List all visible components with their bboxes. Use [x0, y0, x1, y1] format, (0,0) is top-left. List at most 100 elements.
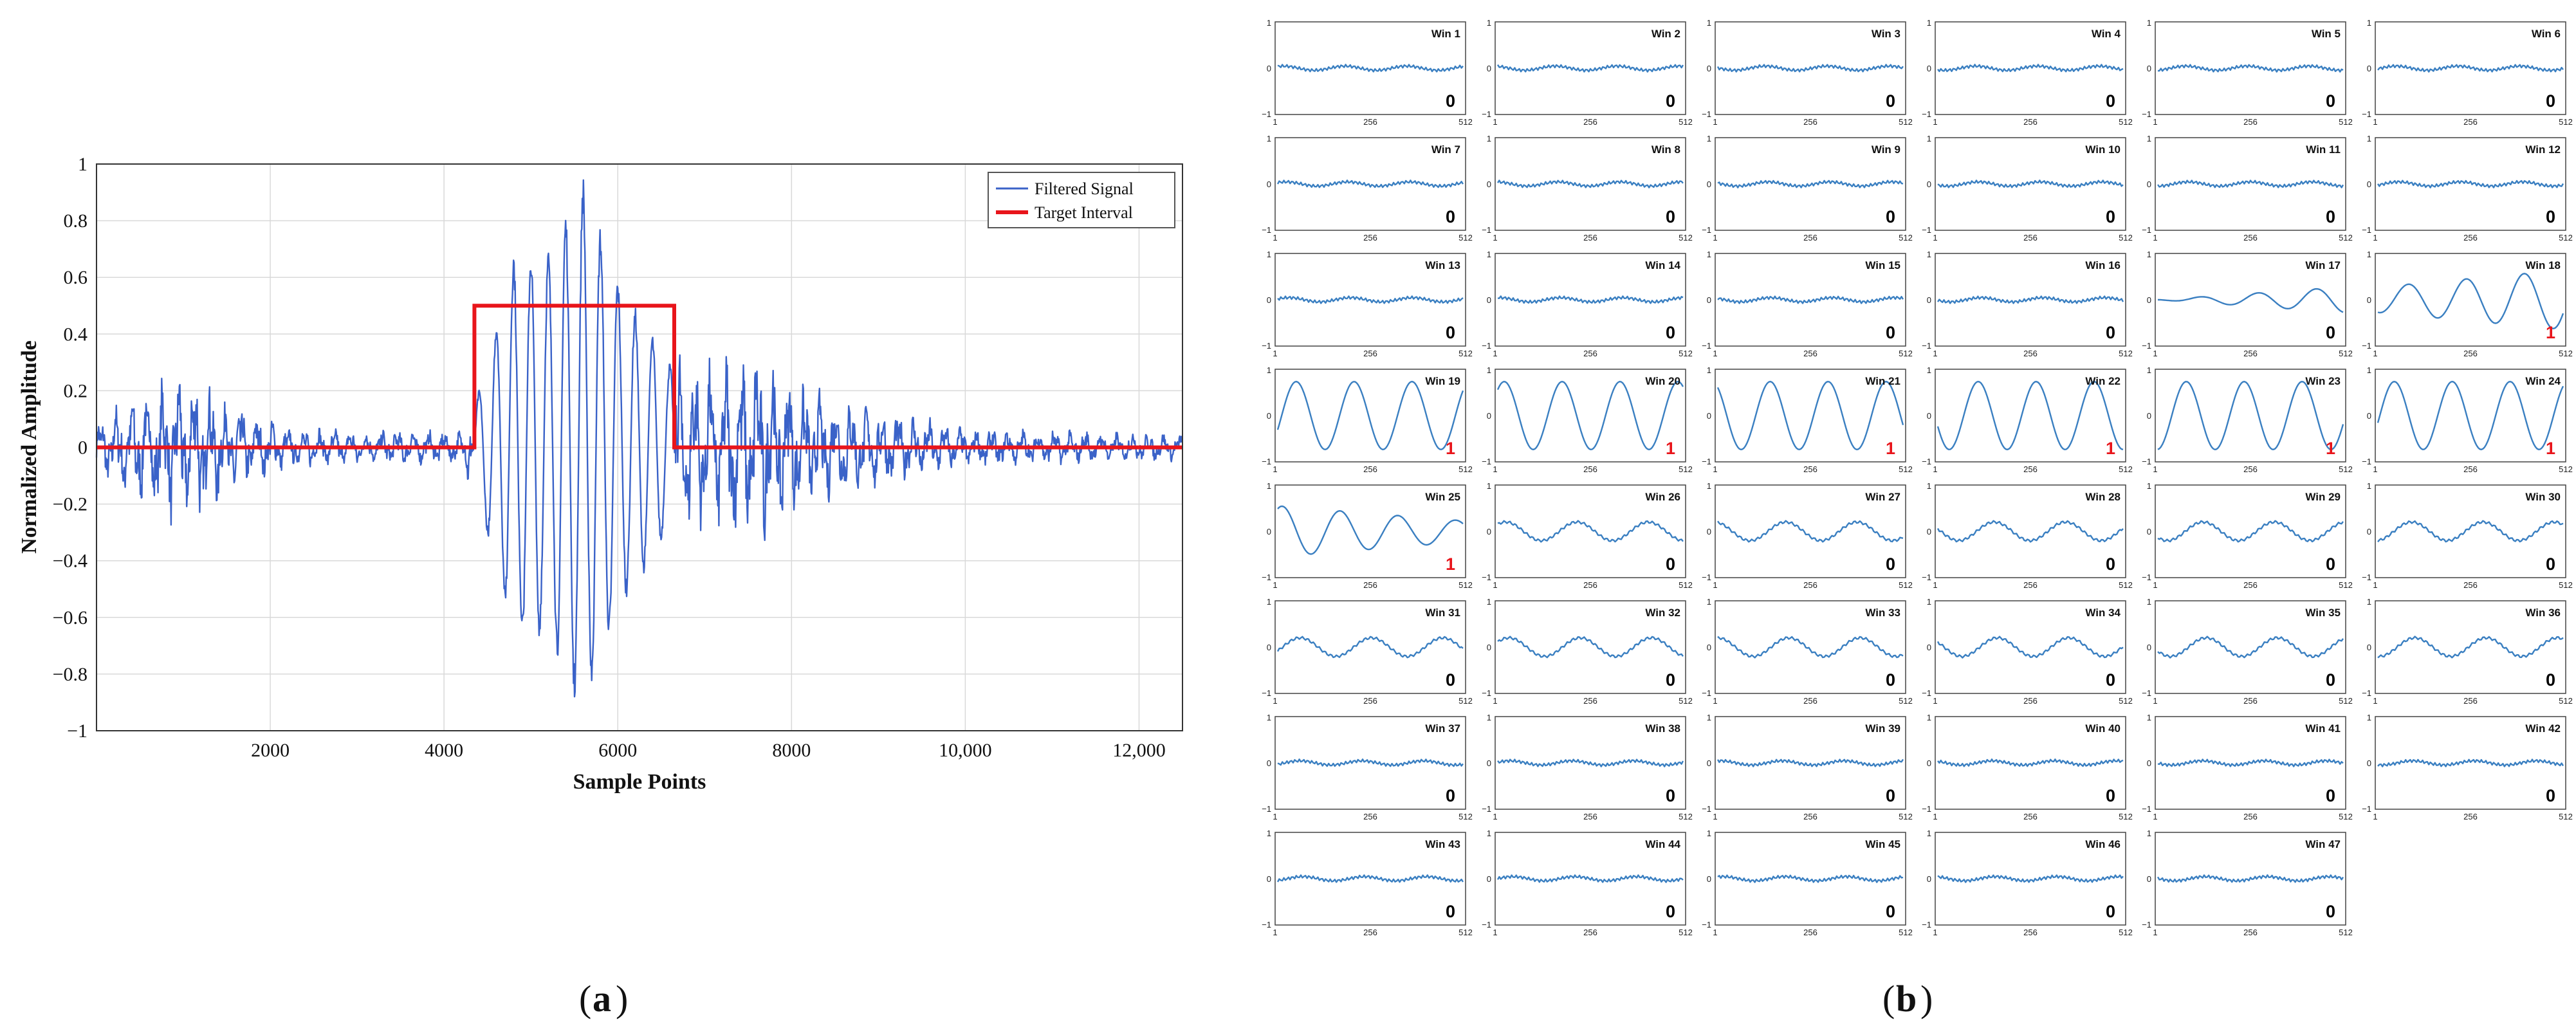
window-signal-line [1496, 179, 1684, 188]
window-x-tick-label: 1 [2373, 696, 2377, 706]
window-x-tick-label: 512 [1458, 117, 1473, 127]
window-y-tick-label: −1 [1262, 225, 1271, 235]
window-y-tick-label: −1 [1262, 457, 1271, 466]
window-x-tick-label: 512 [2119, 580, 2133, 590]
window-x-tick-label: 512 [1679, 464, 1693, 474]
window-title: Win 40 [2085, 722, 2121, 735]
window-class-label: 1 [2326, 439, 2335, 458]
window-y-tick-label: 1 [1707, 597, 1711, 607]
window-frame [1274, 137, 1466, 231]
window-y-tick-label: 0 [1487, 411, 1491, 421]
window-x-tick-label: 1 [1493, 580, 1497, 590]
window-class-label: 1 [1446, 439, 1455, 458]
y-tick-label: −1 [67, 720, 87, 742]
window-x-tick-label: 512 [2559, 349, 2573, 358]
window-y-tick-label: 0 [2147, 411, 2151, 421]
window-y-tick-label: 0 [1487, 295, 1491, 305]
window-y-tick-label: 1 [1267, 18, 1271, 28]
window-title: Win 45 [1865, 838, 1900, 850]
window-y-tick-label: 1 [1707, 829, 1711, 838]
window-signal-line [2377, 636, 2564, 659]
window-class-label: 0 [2106, 670, 2115, 690]
x-tick-label: 8000 [772, 740, 811, 761]
window-class-label: 0 [1446, 207, 1455, 226]
window-class-label: 0 [1446, 91, 1455, 111]
window-y-tick-label: −1 [1262, 920, 1271, 930]
window-y-tick-label: −1 [2142, 457, 2151, 466]
y-tick-label: 0.2 [64, 380, 88, 401]
window-signal-line [2377, 64, 2564, 73]
window-signal-line [1276, 381, 1464, 450]
window-y-tick-label: 1 [1487, 18, 1491, 28]
window-y-tick-label: −1 [1922, 804, 1931, 814]
window-x-tick-label: 512 [1899, 117, 1913, 127]
window-x-tick-label: 1 [2153, 580, 2157, 590]
x-tick-label: 10,000 [939, 740, 992, 761]
window-y-tick-label: 0 [1707, 64, 1711, 73]
window-x-tick-label: 256 [2243, 233, 2258, 243]
window-title: Win 19 [1425, 375, 1460, 387]
window-y-tick-label: 0 [1707, 179, 1711, 189]
window-y-tick-label: −1 [2362, 341, 2371, 351]
window-signal-line [2377, 179, 2564, 188]
window-class-label: 0 [2326, 554, 2335, 574]
window-y-tick-label: −1 [1702, 804, 1711, 814]
window-y-tick-label: 0 [2147, 643, 2151, 652]
window-x-tick-label: 512 [1899, 696, 1913, 706]
window-title: Win 8 [1651, 143, 1680, 156]
window-signal-line [1496, 874, 1684, 883]
y-tick-label: −0.8 [53, 664, 87, 685]
window-x-tick-label: 256 [2243, 464, 2258, 474]
window-class-label: 0 [2546, 91, 2555, 111]
window-x-tick-label: 1 [1273, 464, 1277, 474]
window-signal-line [1277, 505, 1464, 555]
window-y-tick-label: 0 [1487, 758, 1491, 768]
window-y-tick-label: −1 [1922, 341, 1931, 351]
legend: Filtered Signal Target Interval [988, 172, 1175, 228]
window-y-tick-label: −1 [1482, 341, 1491, 351]
window-title: Win 5 [2312, 28, 2341, 40]
window-x-tick-label: 512 [2339, 349, 2353, 358]
window-y-tick-label: 1 [1707, 134, 1711, 143]
window-x-tick-label: 256 [1363, 928, 1377, 937]
window-x-tick-label: 512 [2339, 928, 2353, 937]
window-x-tick-label: 256 [2243, 117, 2258, 127]
window-x-tick-label: 1 [1713, 117, 1717, 127]
window-y-tick-label: 1 [1267, 250, 1271, 259]
window-class-label: 0 [1666, 902, 1675, 921]
panel-a-x-tick-labels: 2000 4000 6000 8000 10,000 12,000 [251, 740, 1166, 761]
window-title: Win 38 [1645, 722, 1680, 735]
window-signal-line [1497, 295, 1684, 304]
window-frame [1495, 369, 1686, 463]
window-title: Win 6 [2532, 28, 2561, 40]
window-y-tick-label: 0 [1927, 179, 1931, 189]
window-y-tick-label: −1 [1482, 804, 1491, 814]
window-x-tick-label: 1 [2373, 812, 2377, 821]
window-title: Win 33 [1865, 607, 1900, 619]
window-x-tick-label: 256 [2023, 464, 2038, 474]
window-y-tick-label: 1 [1487, 713, 1491, 722]
window-frame [1935, 369, 2126, 463]
window-frame [2155, 600, 2346, 694]
window-class-label: 0 [1666, 207, 1675, 226]
window-class-label: 0 [1446, 902, 1455, 921]
window-class-label: 0 [1446, 670, 1455, 690]
window-y-tick-label: 0 [1487, 643, 1491, 652]
window-x-tick-label: 1 [1713, 928, 1717, 937]
window-class-label: 0 [2106, 91, 2115, 111]
window-title: Win 17 [2305, 259, 2341, 271]
window-title: Win 4 [2092, 28, 2121, 40]
y-tick-label: −0.2 [53, 494, 87, 515]
caption-paren-close-a: ) [616, 978, 628, 1020]
window-signal-line [1716, 758, 1904, 767]
